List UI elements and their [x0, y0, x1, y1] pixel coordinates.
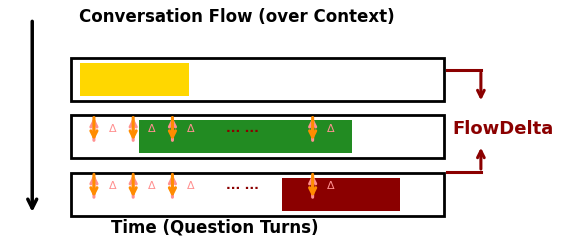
Bar	[72, 115, 444, 158]
Text: Δ: Δ	[187, 124, 195, 134]
Text: Δ: Δ	[327, 124, 335, 134]
Text: Δ: Δ	[108, 181, 116, 191]
Text: Time (Question Turns): Time (Question Turns)	[111, 219, 318, 237]
Bar	[282, 178, 399, 211]
Text: Δ: Δ	[327, 181, 335, 191]
Bar	[72, 173, 444, 216]
Text: Conversation Flow (over Context): Conversation Flow (over Context)	[79, 7, 395, 26]
Bar	[139, 120, 352, 154]
Text: Δ: Δ	[148, 181, 156, 191]
Bar	[80, 63, 189, 96]
Text: ... ...: ... ...	[226, 123, 259, 135]
Text: Δ: Δ	[148, 124, 156, 134]
Text: FlowDelta: FlowDelta	[453, 120, 554, 138]
Text: Δ: Δ	[187, 181, 195, 191]
Text: ... ...: ... ...	[226, 179, 259, 192]
Bar	[72, 58, 444, 101]
Text: Δ: Δ	[108, 124, 116, 134]
